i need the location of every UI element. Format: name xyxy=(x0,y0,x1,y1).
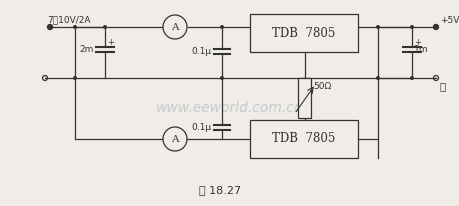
Circle shape xyxy=(375,25,379,29)
Circle shape xyxy=(409,76,413,80)
Circle shape xyxy=(432,25,437,29)
Text: www.eeworld.com.cn: www.eeworld.com.cn xyxy=(156,101,303,115)
Text: +: + xyxy=(413,37,420,47)
Text: A: A xyxy=(171,135,179,144)
Text: 7－10V/2A: 7－10V/2A xyxy=(47,15,90,24)
Circle shape xyxy=(162,15,187,39)
Text: 50Ω: 50Ω xyxy=(313,82,331,91)
Circle shape xyxy=(409,25,413,29)
Text: +5V/0～2A: +5V/0～2A xyxy=(439,15,459,24)
Text: TDB  7805: TDB 7805 xyxy=(272,27,335,40)
Text: 0.1μ: 0.1μ xyxy=(191,124,212,132)
Circle shape xyxy=(219,25,224,29)
Text: +: + xyxy=(107,37,114,47)
Text: －: － xyxy=(439,81,445,91)
Text: TDB  7805: TDB 7805 xyxy=(272,132,335,145)
Circle shape xyxy=(103,25,107,29)
Bar xyxy=(298,78,311,118)
Circle shape xyxy=(375,76,379,80)
Circle shape xyxy=(73,25,77,29)
Circle shape xyxy=(219,76,224,80)
Text: 2m: 2m xyxy=(79,44,94,54)
Text: 图 18.27: 图 18.27 xyxy=(198,185,241,195)
Bar xyxy=(249,120,357,158)
Text: A: A xyxy=(171,22,179,32)
Circle shape xyxy=(73,76,77,80)
Circle shape xyxy=(47,25,52,29)
Text: 0.1μ: 0.1μ xyxy=(191,47,212,55)
Bar xyxy=(249,14,357,52)
Text: 1m: 1m xyxy=(413,44,428,54)
Circle shape xyxy=(162,127,187,151)
